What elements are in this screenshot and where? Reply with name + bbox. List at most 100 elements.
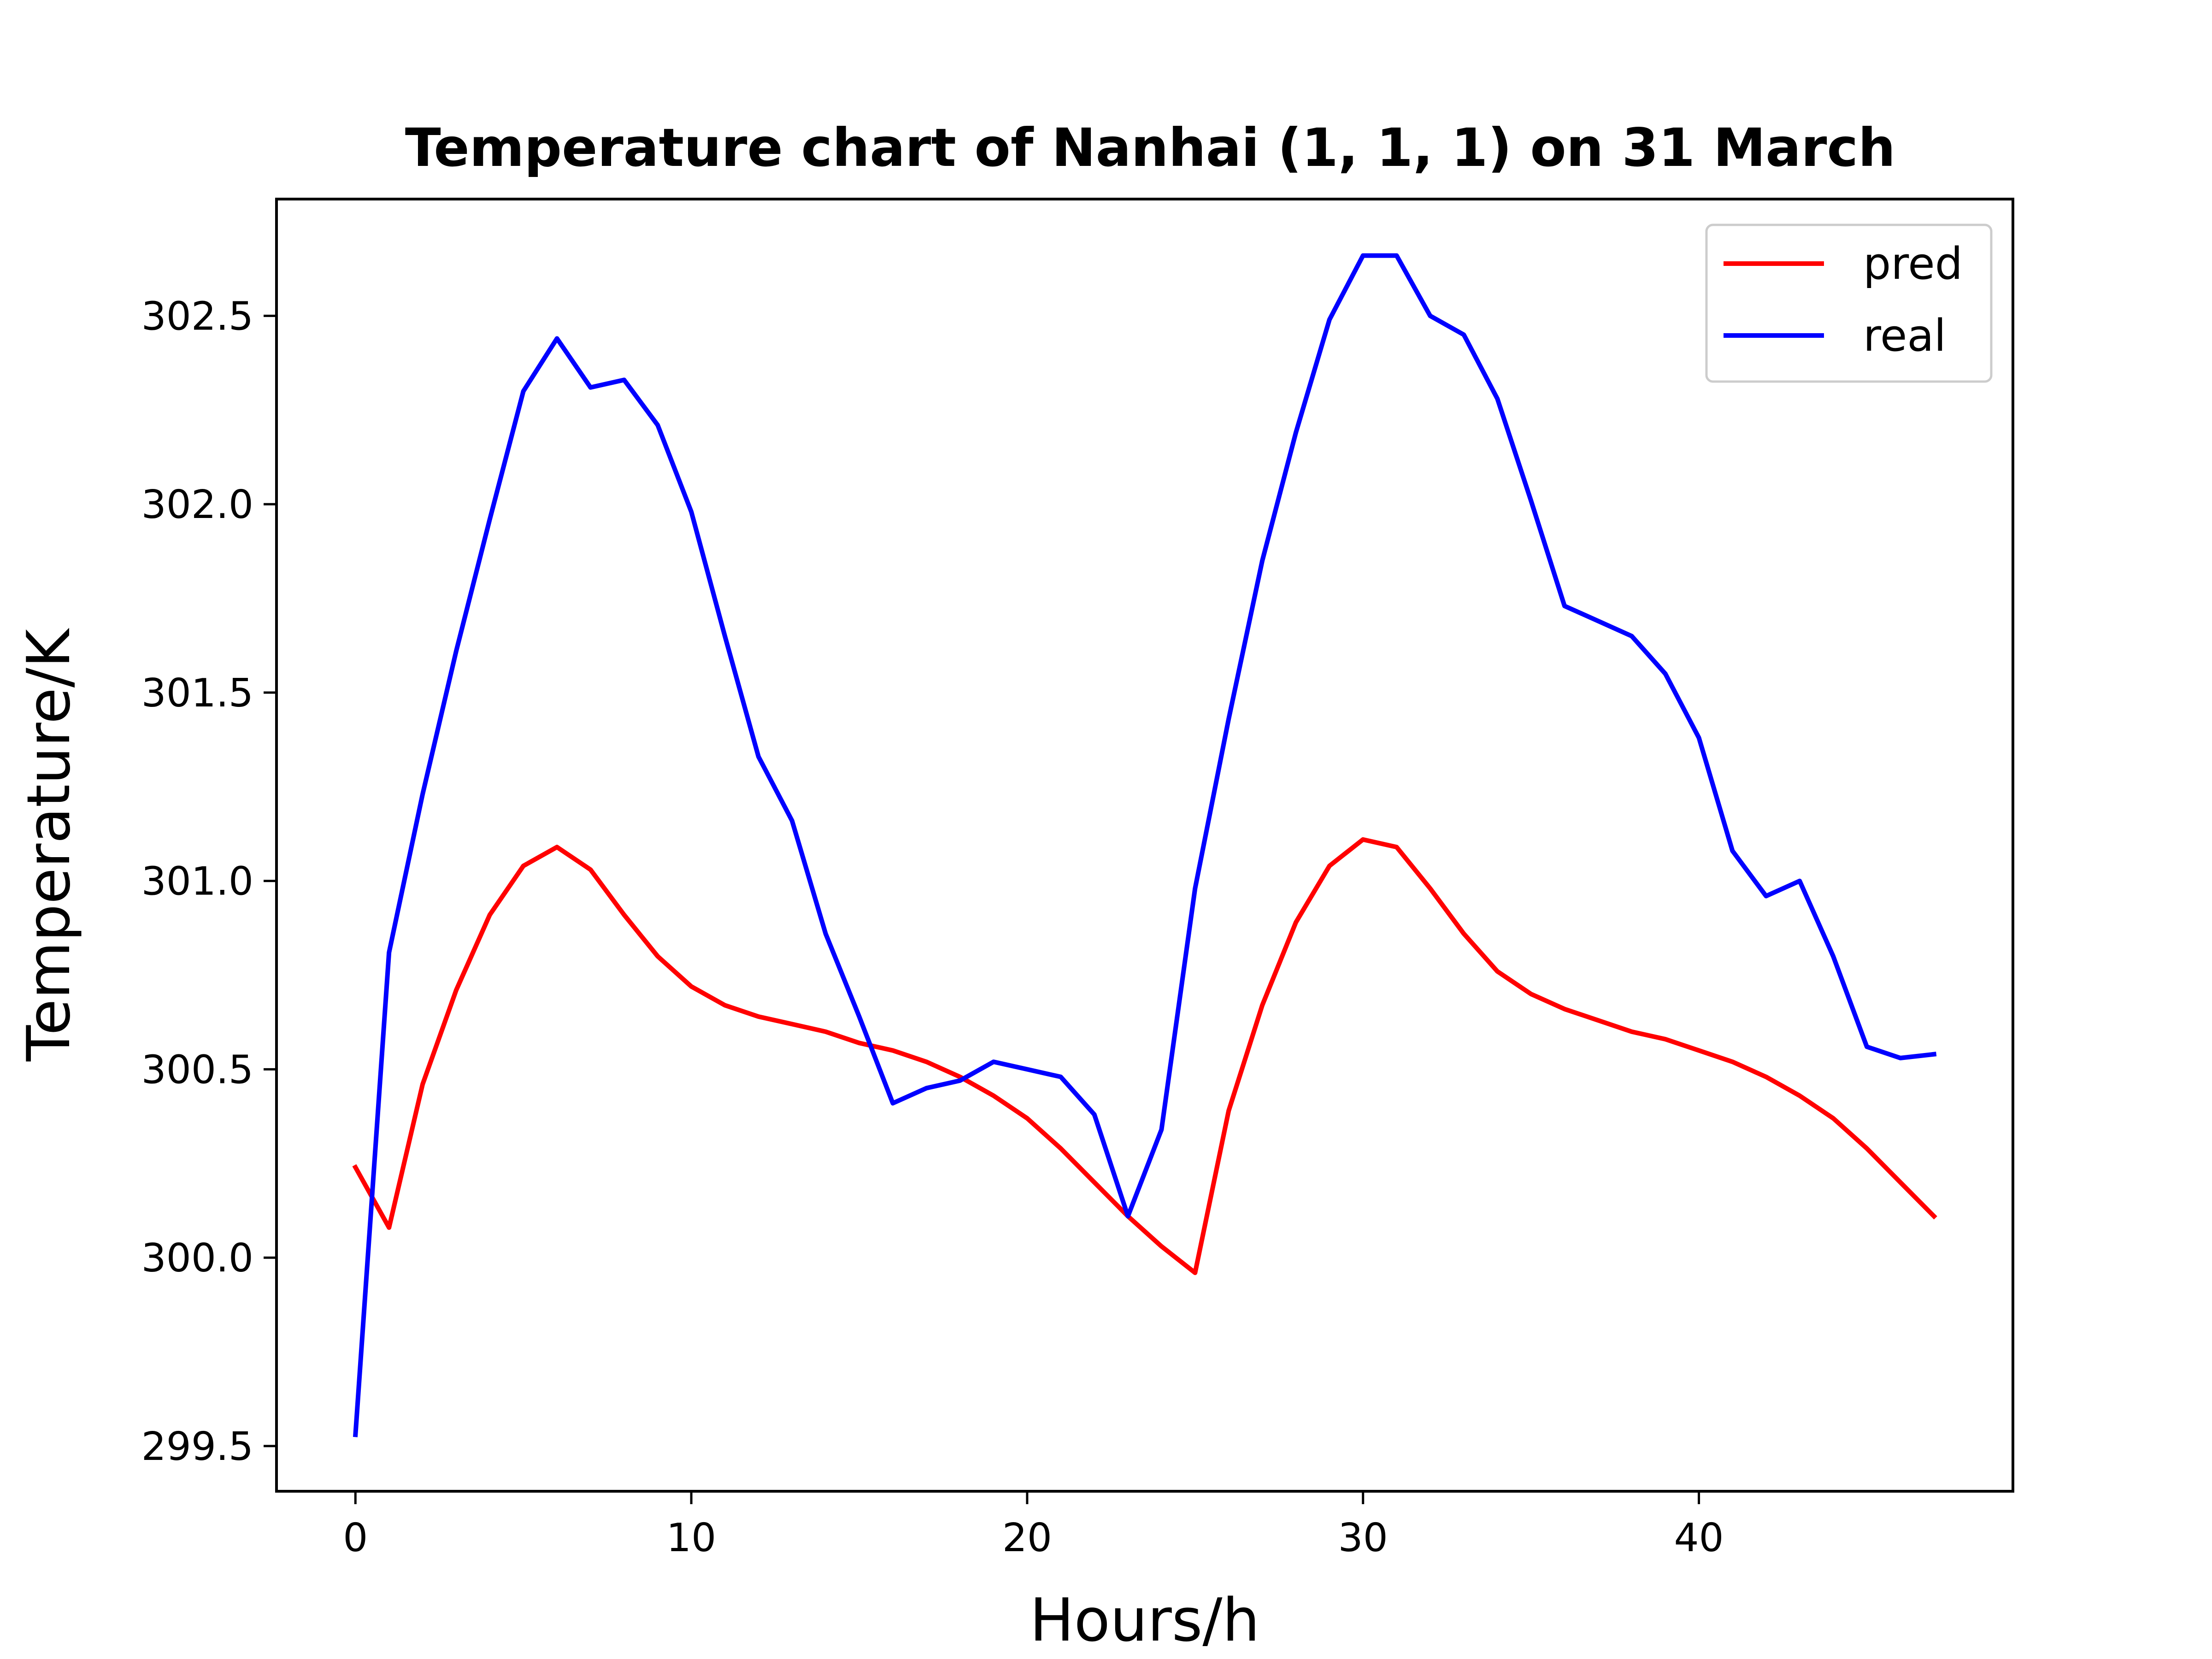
data-point-pred-40: [1697, 1048, 1701, 1053]
data-point-pred-32: [1428, 886, 1433, 891]
data-point-real-32: [1428, 313, 1433, 318]
data-point-pred-15: [857, 1041, 862, 1045]
data-point-pred-4: [488, 912, 492, 917]
data-point-pred-10: [689, 984, 694, 989]
data-point-pred-41: [1730, 1059, 1735, 1064]
data-point-pred-8: [622, 912, 626, 917]
data-point-real-39: [1663, 671, 1668, 676]
data-point-real-25: [1193, 886, 1197, 891]
x-tick-label: 0: [343, 1515, 368, 1561]
data-point-pred-0: [353, 1165, 358, 1170]
data-point-real-45: [1865, 1044, 1869, 1049]
data-point-real-30: [1361, 253, 1365, 258]
x-tick-label: 30: [1338, 1515, 1388, 1561]
data-point-real-42: [1764, 894, 1768, 898]
series-line-pred: [352, 837, 1937, 1275]
data-point-real-29: [1327, 318, 1332, 322]
legend: pred real: [1705, 224, 1993, 383]
legend-label-pred: pred: [1863, 239, 1963, 289]
data-point-pred-17: [924, 1059, 929, 1064]
y-tick-label: 300.5: [141, 1047, 253, 1093]
data-point-real-17: [924, 1086, 929, 1090]
data-point-real-34: [1495, 396, 1500, 401]
data-point-pred-14: [824, 1030, 828, 1034]
x-tick-label: 10: [666, 1515, 716, 1561]
data-point-real-13: [790, 818, 794, 823]
data-point-pred-46: [1898, 1180, 1903, 1185]
data-point-pred-27: [1260, 1003, 1265, 1007]
data-point-real-4: [488, 517, 492, 522]
chart-title: Temperature chart of Nanhai (1, 1, 1) on…: [405, 117, 1895, 178]
data-point-pred-28: [1294, 920, 1298, 925]
data-point-real-12: [756, 754, 761, 759]
data-point-pred-11: [723, 1003, 727, 1007]
data-point-pred-47: [1932, 1214, 1936, 1218]
x-axis-label: Hours/h: [1030, 1586, 1259, 1655]
data-point-real-44: [1831, 954, 1835, 959]
y-tick-label: 302.0: [141, 482, 253, 528]
data-point-real-1: [387, 950, 391, 955]
data-point-pred-2: [420, 1082, 425, 1087]
data-point-real-15: [857, 1014, 862, 1019]
data-point-real-35: [1529, 498, 1533, 503]
y-tick-label: 301.5: [141, 671, 253, 716]
data-point-real-18: [958, 1078, 962, 1083]
data-point-pred-37: [1596, 1018, 1600, 1023]
data-point-real-5: [521, 389, 526, 394]
data-point-real-8: [622, 377, 626, 382]
data-point-pred-21: [1059, 1146, 1063, 1151]
data-point-pred-31: [1394, 845, 1399, 849]
data-point-real-27: [1260, 559, 1265, 563]
plot-frame: [275, 198, 2014, 1493]
data-point-pred-39: [1663, 1037, 1668, 1041]
data-point-real-6: [555, 336, 559, 341]
data-point-pred-13: [790, 1022, 794, 1026]
data-point-real-11: [723, 634, 727, 638]
data-point-pred-6: [555, 845, 559, 849]
data-point-pred-19: [991, 1094, 996, 1098]
data-point-real-40: [1697, 735, 1701, 740]
data-point-real-0: [353, 1432, 358, 1437]
data-point-real-43: [1797, 879, 1802, 883]
x-tick-label: 40: [1674, 1515, 1724, 1561]
legend-label-real: real: [1863, 311, 1946, 361]
data-point-pred-35: [1529, 992, 1533, 996]
data-point-pred-7: [588, 867, 593, 872]
data-point-real-38: [1630, 634, 1634, 638]
data-point-pred-3: [454, 988, 459, 993]
series-line-real: [353, 253, 1937, 1437]
x-axis: 0 10 20 30 40: [343, 1491, 1724, 1561]
data-point-pred-16: [890, 1048, 895, 1053]
y-tick-label: 302.5: [141, 294, 253, 339]
y-tick-label: 299.5: [141, 1424, 253, 1470]
data-point-real-14: [824, 931, 828, 936]
x-tick-label: 20: [1002, 1515, 1052, 1561]
data-point-real-2: [420, 792, 425, 797]
data-point-real-33: [1461, 332, 1466, 337]
data-point-real-36: [1562, 604, 1567, 608]
data-point-pred-1: [387, 1225, 391, 1230]
series-layer: [352, 253, 1937, 1437]
data-point-real-26: [1226, 717, 1231, 721]
y-axis-label: Temperature/K: [15, 628, 83, 1062]
data-point-pred-45: [1865, 1146, 1869, 1151]
data-point-pred-29: [1327, 864, 1332, 868]
data-point-real-23: [1126, 1214, 1130, 1218]
data-point-pred-22: [1092, 1180, 1097, 1185]
data-point-real-21: [1059, 1075, 1063, 1079]
data-point-pred-34: [1495, 969, 1500, 974]
data-point-pred-38: [1630, 1030, 1634, 1034]
data-point-real-10: [689, 510, 694, 514]
data-point-real-28: [1294, 430, 1298, 435]
data-point-pred-26: [1226, 1108, 1231, 1113]
data-point-pred-36: [1562, 1007, 1567, 1012]
data-point-pred-44: [1831, 1116, 1835, 1121]
y-axis: 299.5 300.0 300.5 301.0 301.5 302.0 302.5: [141, 294, 276, 1470]
data-point-real-7: [588, 385, 593, 390]
data-point-real-24: [1159, 1127, 1164, 1132]
y-tick-label: 300.0: [141, 1235, 253, 1281]
data-point-real-9: [655, 423, 660, 428]
data-point-pred-24: [1159, 1244, 1164, 1249]
data-point-real-41: [1730, 848, 1735, 853]
data-point-pred-33: [1461, 931, 1466, 936]
